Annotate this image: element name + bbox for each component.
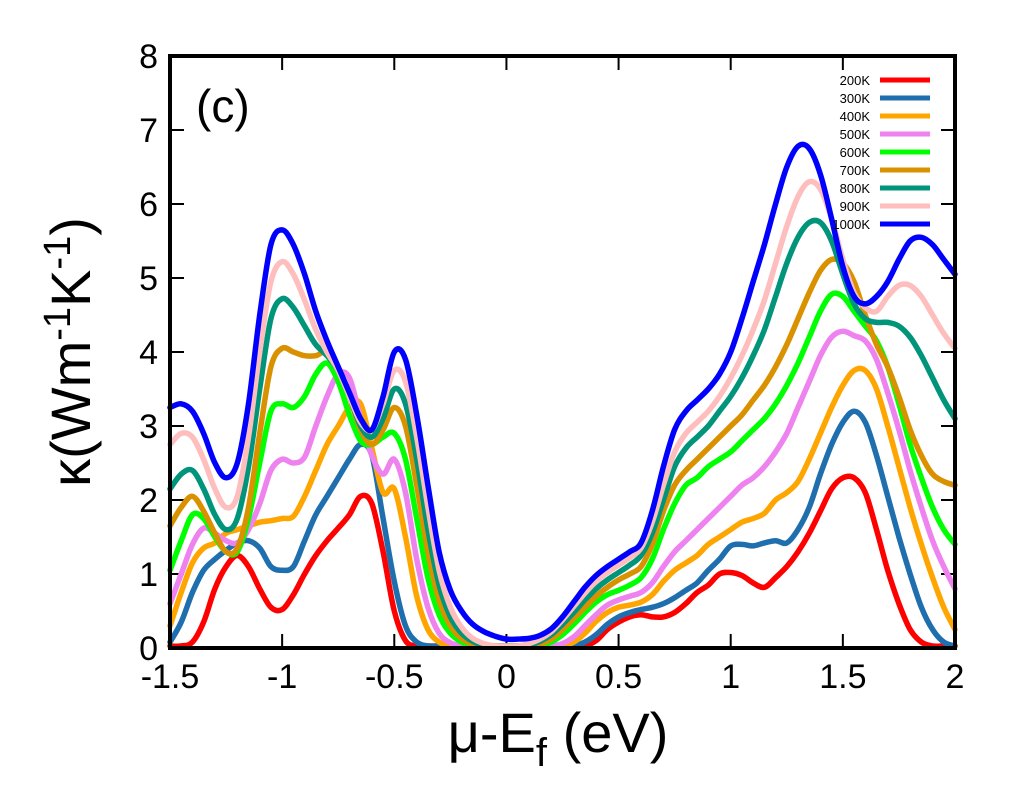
x-tick-label: 0 [497,658,516,696]
x-tick-label: -1.5 [141,658,200,696]
y-axis-title-part1: κ(Wm [39,341,102,487]
y-tick-label: 1 [139,556,158,594]
legend-label-700K: 700K [840,163,871,178]
x-axis-title-unit: (eV) [547,701,668,764]
series-line-400K [167,365,958,650]
series-line-700K [167,256,958,649]
y-tick-label: 3 [139,408,158,446]
legend-label-900K: 900K [840,199,871,214]
x-axis-title-base: μ-E [448,701,536,764]
y-tick-label: 7 [139,112,158,150]
legend-label-400K: 400K [840,109,871,124]
legend-label-500K: 500K [840,127,871,142]
plot-frame [168,54,957,650]
legend-label-600K: 600K [840,145,871,160]
panel-label: (c) [196,80,250,132]
x-tick-labels: -1.5 -1 -0.5 0 0.5 1 1.5 2 [141,658,965,696]
y-tick-labels: 0 1 2 3 4 5 6 7 8 [139,38,158,668]
legend-label-800K: 800K [840,181,871,196]
series-line-600K [167,290,958,649]
x-tick-label: 0.5 [595,658,642,696]
y-axis-title-part2: K [39,270,102,307]
series-line-1000K [167,141,958,643]
y-tick-label: 4 [139,334,158,372]
x-axis-title: μ-Ef (eV) [448,701,669,775]
legend-label-1000K: 1000K [832,217,870,232]
series-line-300K [167,408,958,650]
x-tick-label: -1 [267,658,297,696]
x-tick-label: 2 [946,658,965,696]
y-tick-label: 0 [139,630,158,668]
x-tick-label: 1 [721,658,740,696]
x-tick-label: 1.5 [819,658,866,696]
series-line-500K [167,328,958,649]
series-line-200K [167,473,958,650]
y-axis-title-exp2: -1 [37,236,79,270]
y-axis-title-exp1: -1 [37,307,79,341]
legend-label-300K: 300K [840,91,871,106]
x-axis-title-subscript: f [536,731,548,775]
x-tick-label: -0.5 [365,658,424,696]
legend-label-200K: 200K [840,73,871,88]
y-tick-label: 5 [139,260,158,298]
series-line-800K [167,217,958,649]
y-axis-title: κ(Wm-1K-1) [37,217,102,487]
series-lines [167,141,958,650]
y-tick-label: 8 [139,38,158,76]
y-tick-label: 2 [139,482,158,520]
y-axis-title-part3: ) [39,217,102,236]
y-tick-label: 6 [139,186,158,224]
legend: 200K 300K 400K 500K 600K 700K 800K 900K 1000K [832,73,930,232]
